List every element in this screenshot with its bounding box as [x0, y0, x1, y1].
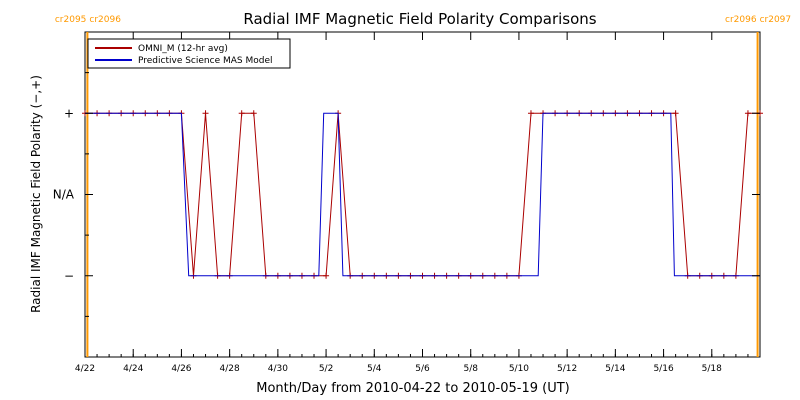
x-axis-label: Month/Day from 2010-04-22 to 2010-05-19 …	[256, 381, 569, 396]
x-tick-label: 5/16	[653, 364, 673, 374]
x-tick-label: 5/4	[367, 364, 382, 374]
x-tick-label: 4/24	[123, 364, 143, 374]
x-tick-label: 4/26	[171, 364, 191, 374]
data-point	[202, 110, 209, 117]
carrington-label-right: cr2097	[760, 15, 792, 25]
x-tick-label: 5/10	[509, 364, 529, 374]
data-point	[323, 272, 330, 279]
data-point	[250, 110, 257, 117]
x-tick-label: 5/18	[702, 364, 722, 374]
x-tick-label: 5/14	[605, 364, 625, 374]
carrington-label-left: cr2096	[725, 15, 757, 25]
x-tick-label: 5/8	[463, 364, 478, 374]
legend: OMNI_M (12-hr avg) Predictive Science MAS…	[87, 38, 291, 69]
y-tick-label: −	[64, 269, 74, 283]
y-axis-label: Radial IMF Magnetic Field Polarity (−,+)	[29, 75, 43, 313]
x-tick-label: 4/22	[75, 364, 95, 374]
series-line-1	[85, 112, 760, 277]
carrington-label-left: cr2095	[55, 15, 87, 25]
legend-label-1: OMNI_M (12-hr avg)	[138, 44, 228, 54]
data-point	[527, 110, 534, 117]
x-tick-label: 4/28	[220, 364, 240, 374]
legend-box	[87, 38, 291, 69]
data-point	[238, 110, 245, 117]
x-tick-label: 5/2	[319, 364, 333, 374]
y-tick-label: N/A	[53, 188, 75, 202]
data-point	[672, 110, 679, 117]
data-point	[744, 110, 751, 117]
x-tick-label: 5/12	[557, 364, 577, 374]
series-group	[82, 110, 763, 279]
x-tick-label: 4/30	[268, 364, 288, 374]
tick-group: 4/22 4/24 4/26 4/28 4/30 5/2 5/4 5/6 5/8 5/10 5/12…	[53, 32, 761, 374]
plot-area	[84, 31, 761, 358]
chart-title: Radial IMF Magnetic Field Polarity Compa…	[243, 10, 596, 28]
carrington-label-right: cr2096	[89, 15, 121, 25]
x-tick-label: 5/6	[415, 364, 430, 374]
y-tick-label: +	[64, 106, 74, 120]
legend-label-2: Predictive Science MAS Model	[138, 56, 273, 66]
series-line-2	[85, 112, 760, 277]
